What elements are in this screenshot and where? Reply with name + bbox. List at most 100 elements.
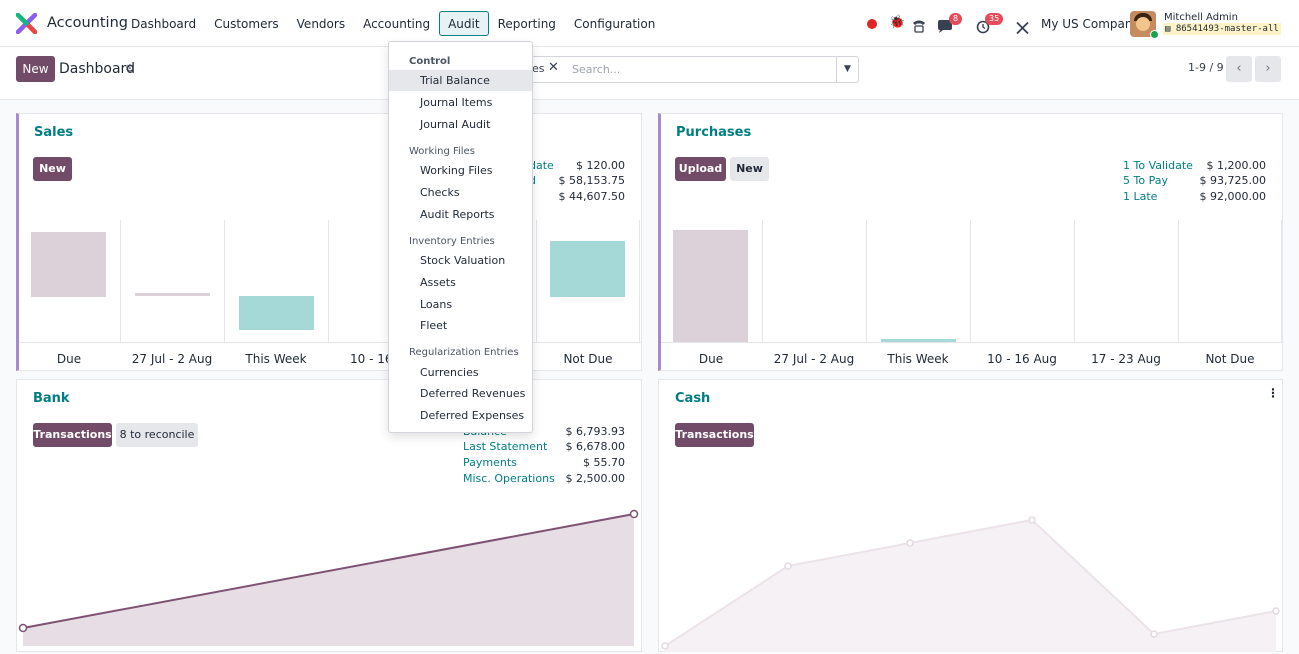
bank-point[interactable] [629,509,639,519]
sales-stat-label[interactable]: date [529,159,554,172]
user-name[interactable]: Mitchell Admin [1164,12,1238,23]
cash-point[interactable] [906,539,914,547]
activities-clock-icon[interactable] [976,16,990,38]
purchases-stat-value: $ 93,725.00 [1199,174,1266,187]
tools-icon[interactable] [1016,17,1029,39]
menu-configuration[interactable]: Configuration [573,17,656,31]
cash-point[interactable] [784,562,792,570]
menu-audit[interactable]: Audit [439,11,489,36]
menu-reporting[interactable]: Reporting [497,17,556,31]
phone-icon[interactable] [911,15,927,37]
menu-item-fleet[interactable]: Fleet [420,319,448,332]
sales-bar-due[interactable] [31,232,106,297]
menu-item-journal-items[interactable]: Journal Items [420,96,493,109]
purchases-new-button[interactable]: New [730,157,769,181]
bug-icon[interactable]: 🐞 [889,15,906,30]
database-name: 86541493-master-all [1175,24,1279,34]
cash-balance-graph[interactable] [659,500,1282,652]
activities-badge: 35 [985,13,1004,25]
menu-item-working-files[interactable]: Working Files [420,164,493,177]
chart-baseline [661,342,1283,343]
sales-bar-not-due[interactable] [550,241,625,297]
purchases-stat-label[interactable]: 1 To Validate [1123,159,1193,172]
record-icon[interactable] [867,19,877,29]
bank-stat-label[interactable]: Last Statement [463,440,548,453]
menu-dashboard[interactable]: Dashboard [131,17,197,31]
search-input[interactable]: Search... [572,63,621,76]
search-facet: es [532,62,545,75]
chart-gridline [1281,220,1282,342]
menu-item-journal-audit[interactable]: Journal Audit [420,118,491,131]
chart-gridline [970,220,971,342]
bank-line [22,513,635,629]
page-title: Dashboard [59,61,135,77]
menu-item-loans[interactable]: Loans [420,298,453,311]
menu-item-trial-balance[interactable]: Trial Balance [389,70,532,91]
menu-item-currencies[interactable]: Currencies [420,366,479,379]
menu-item-assets[interactable]: Assets [420,276,456,289]
search-bar[interactable]: es ✕ Search... ▼ [497,56,859,83]
menu-accounting[interactable]: Accounting [363,17,431,31]
menu-customers[interactable]: Customers [214,17,279,31]
cash-point[interactable] [1028,516,1036,524]
company-switcher[interactable]: My US Company [1041,17,1140,31]
bank-transactions-button[interactable]: Transactions [33,423,112,447]
app-name[interactable]: Accounting [47,15,128,31]
online-status-icon [1150,30,1159,39]
bank-reconcile-button[interactable]: 8 to reconcile [116,423,198,447]
cash-transactions-button[interactable]: Transactions [675,423,754,447]
search-options-chevron-icon[interactable]: ▼ [836,57,858,82]
purchases-upload-button[interactable]: Upload [675,157,726,181]
remove-facet-icon[interactable]: ✕ [548,60,559,75]
purchases-bar-due[interactable] [673,230,748,342]
menu-item-checks[interactable]: Checks [420,186,460,199]
bank-stat-label[interactable]: Misc. Operations [463,472,555,485]
avatar-face [1136,17,1150,31]
pager-previous-icon[interactable]: ‹ [1226,56,1252,82]
chart-gridline [762,220,763,342]
menu-item-audit-reports[interactable]: Audit Reports [420,208,495,221]
pager-value[interactable]: 1-9 / 9 [1188,61,1224,74]
chart-baseline [19,342,642,343]
cash-point[interactable] [661,642,669,650]
cash-point[interactable] [1150,630,1158,638]
purchases-bar-label: Due [698,352,724,366]
gear-icon[interactable]: ⚙ [125,62,135,75]
section-inventory-entries: Inventory Entries [409,236,495,247]
pager-next-icon[interactable]: › [1255,56,1281,82]
purchases-stat-label[interactable]: 5 To Pay [1123,174,1168,187]
cash-point[interactable] [1272,607,1280,615]
menu-item-deferred-expenses[interactable]: Deferred Expenses [420,409,525,422]
section-working-files: Working Files [409,146,475,157]
purchases-stat-value: $ 1,200.00 [1206,159,1266,172]
menu-item-deferred-revenues[interactable]: Deferred Revenues [420,387,526,400]
section-control: Control [409,56,451,67]
sales-bar-this-week[interactable] [239,296,314,330]
user-avatar[interactable] [1130,11,1156,37]
chart-gridline [1178,220,1179,342]
chart-gridline [224,220,225,342]
bank-point[interactable] [18,623,28,633]
app-logo-icon[interactable] [16,13,37,34]
cash-title[interactable]: Cash [675,391,711,406]
purchases-stat-value: $ 92,000.00 [1199,190,1266,203]
top-navbar: Accounting Dashboard Customers Vendors A… [0,0,1299,47]
kebab-menu-icon[interactable]: ⋮ [1267,386,1279,400]
purchases-stat-label[interactable]: 1 Late [1123,190,1158,203]
bank-stat-value: $ 55.70 [583,456,625,469]
messages-icon[interactable] [937,16,953,38]
bank-stat-label[interactable]: Payments [463,456,517,469]
sales-bar-past-week[interactable] [135,293,210,296]
menu-vendors[interactable]: Vendors [296,17,346,31]
sales-new-button[interactable]: New [33,157,72,181]
sales-stat-value: $ 44,607.50 [558,190,625,203]
new-button[interactable]: New [16,56,55,82]
bank-title[interactable]: Bank [33,391,70,406]
sales-bar-label: This Week [245,352,307,366]
bank-balance-graph[interactable] [17,500,641,652]
purchases-title[interactable]: Purchases [676,125,752,140]
purchases-bar-this-week[interactable] [881,339,956,342]
purchases-bar-label: 27 Jul - 2 Aug [773,352,855,366]
menu-item-stock-valuation[interactable]: Stock Valuation [420,254,506,267]
sales-title[interactable]: Sales [34,125,74,140]
